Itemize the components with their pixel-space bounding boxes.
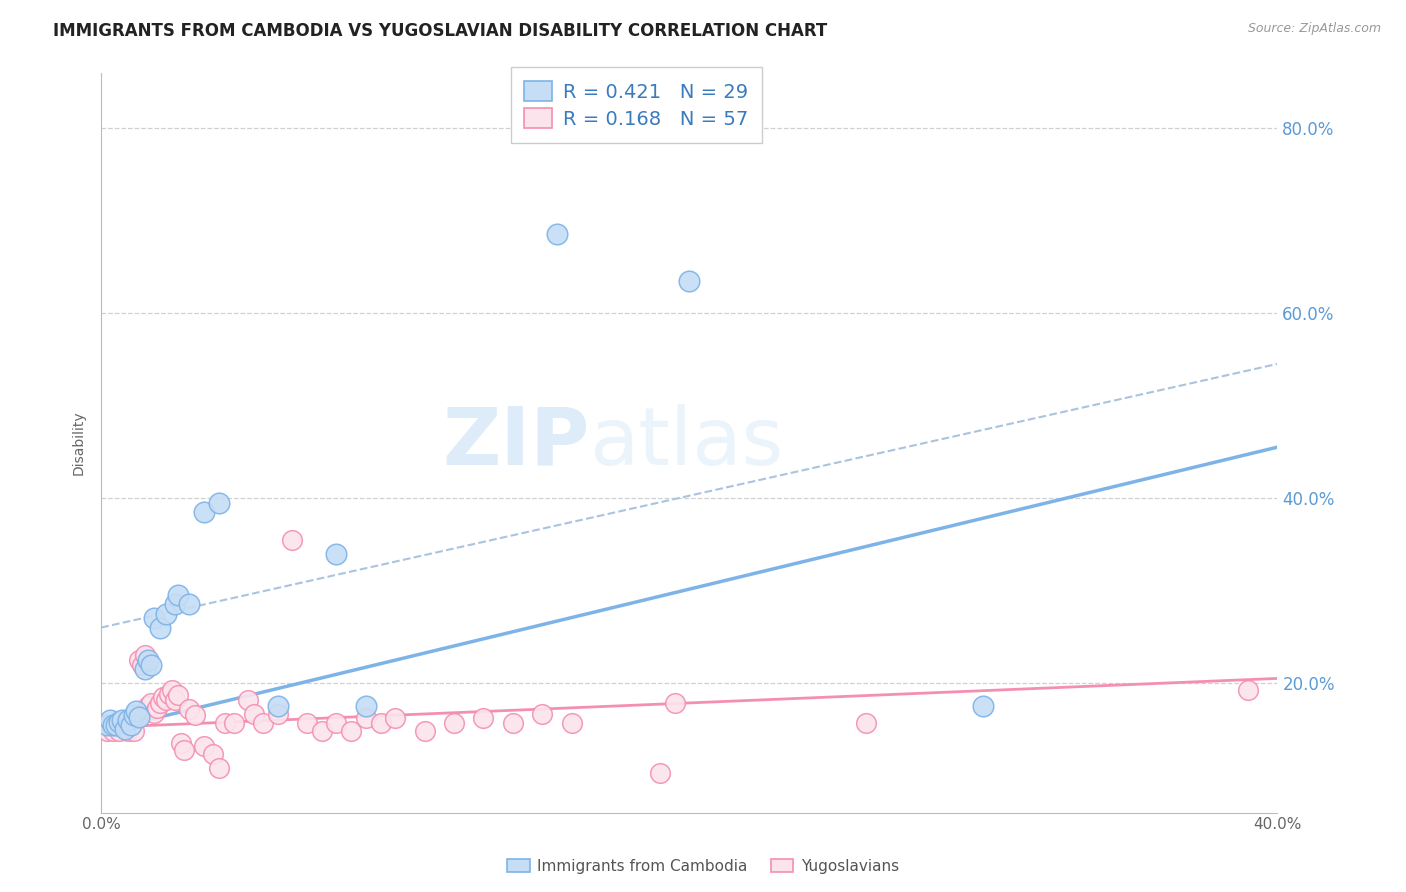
Point <box>325 547 347 561</box>
Point <box>96 717 118 731</box>
Point <box>193 505 215 519</box>
Point <box>238 692 260 706</box>
Point <box>114 715 136 730</box>
Point <box>134 648 156 663</box>
Point <box>340 724 363 739</box>
Point <box>117 724 139 739</box>
Point <box>149 621 172 635</box>
Point <box>93 717 115 731</box>
Point <box>98 713 121 727</box>
Point <box>120 717 142 731</box>
Point <box>184 708 207 723</box>
Point <box>131 657 153 672</box>
Point <box>166 688 188 702</box>
Text: IMMIGRANTS FROM CAMBODIA VS YUGOSLAVIAN DISABILITY CORRELATION CHART: IMMIGRANTS FROM CAMBODIA VS YUGOSLAVIAN … <box>53 22 828 40</box>
Point <box>855 715 877 730</box>
Point <box>1237 683 1260 698</box>
Point <box>201 747 224 762</box>
Point <box>104 717 127 731</box>
Point <box>152 690 174 704</box>
Point <box>122 724 145 739</box>
Point <box>134 662 156 676</box>
Point <box>281 533 304 547</box>
Point <box>354 711 377 725</box>
Point <box>266 699 288 714</box>
Point <box>143 706 166 720</box>
Point <box>179 598 201 612</box>
Point <box>101 717 124 731</box>
Point <box>222 715 245 730</box>
Point <box>120 717 142 731</box>
Point <box>108 724 131 739</box>
Point <box>243 706 266 721</box>
Point <box>117 713 139 727</box>
Point <box>678 274 700 288</box>
Point <box>173 742 195 756</box>
Point <box>664 697 686 711</box>
Point <box>111 713 134 727</box>
Point <box>125 704 148 718</box>
Legend: R = 0.421   N = 29, R = 0.168   N = 57: R = 0.421 N = 29, R = 0.168 N = 57 <box>510 68 762 143</box>
Point <box>531 706 554 721</box>
Point <box>325 715 347 730</box>
Legend: Immigrants from Cambodia, Yugoslavians: Immigrants from Cambodia, Yugoslavians <box>501 853 905 880</box>
Point <box>472 711 495 725</box>
Point <box>141 657 163 672</box>
Point <box>546 227 568 242</box>
Point <box>125 711 148 725</box>
Point <box>370 715 392 730</box>
Point <box>166 588 188 602</box>
Point <box>108 714 131 729</box>
Point <box>502 715 524 730</box>
Point <box>136 653 159 667</box>
Point <box>155 692 177 706</box>
Point <box>163 692 186 706</box>
Point <box>114 723 136 737</box>
Point <box>155 607 177 621</box>
Point <box>311 724 333 739</box>
Point <box>160 683 183 698</box>
Point <box>295 715 318 730</box>
Point <box>214 715 236 730</box>
Y-axis label: Disability: Disability <box>72 410 86 475</box>
Point <box>354 699 377 714</box>
Point <box>96 724 118 739</box>
Point <box>146 701 169 715</box>
Point <box>128 710 150 724</box>
Point <box>648 765 671 780</box>
Point <box>561 715 583 730</box>
Text: ZIP: ZIP <box>441 403 589 482</box>
Point <box>443 715 465 730</box>
Point <box>122 708 145 723</box>
Text: atlas: atlas <box>589 403 783 482</box>
Point <box>136 699 159 714</box>
Point <box>157 687 180 701</box>
Point <box>143 611 166 625</box>
Point <box>972 699 994 714</box>
Point <box>384 711 406 725</box>
Point <box>149 697 172 711</box>
Point <box>179 702 201 716</box>
Point <box>104 717 127 731</box>
Point <box>101 724 124 739</box>
Point <box>128 653 150 667</box>
Point <box>208 761 231 775</box>
Point <box>141 697 163 711</box>
Point <box>169 736 191 750</box>
Point <box>413 724 436 739</box>
Point <box>193 739 215 753</box>
Point <box>111 721 134 735</box>
Point <box>163 598 186 612</box>
Point <box>252 715 274 730</box>
Text: Source: ZipAtlas.com: Source: ZipAtlas.com <box>1247 22 1381 36</box>
Point <box>266 706 288 721</box>
Point <box>98 717 121 731</box>
Point <box>208 496 231 510</box>
